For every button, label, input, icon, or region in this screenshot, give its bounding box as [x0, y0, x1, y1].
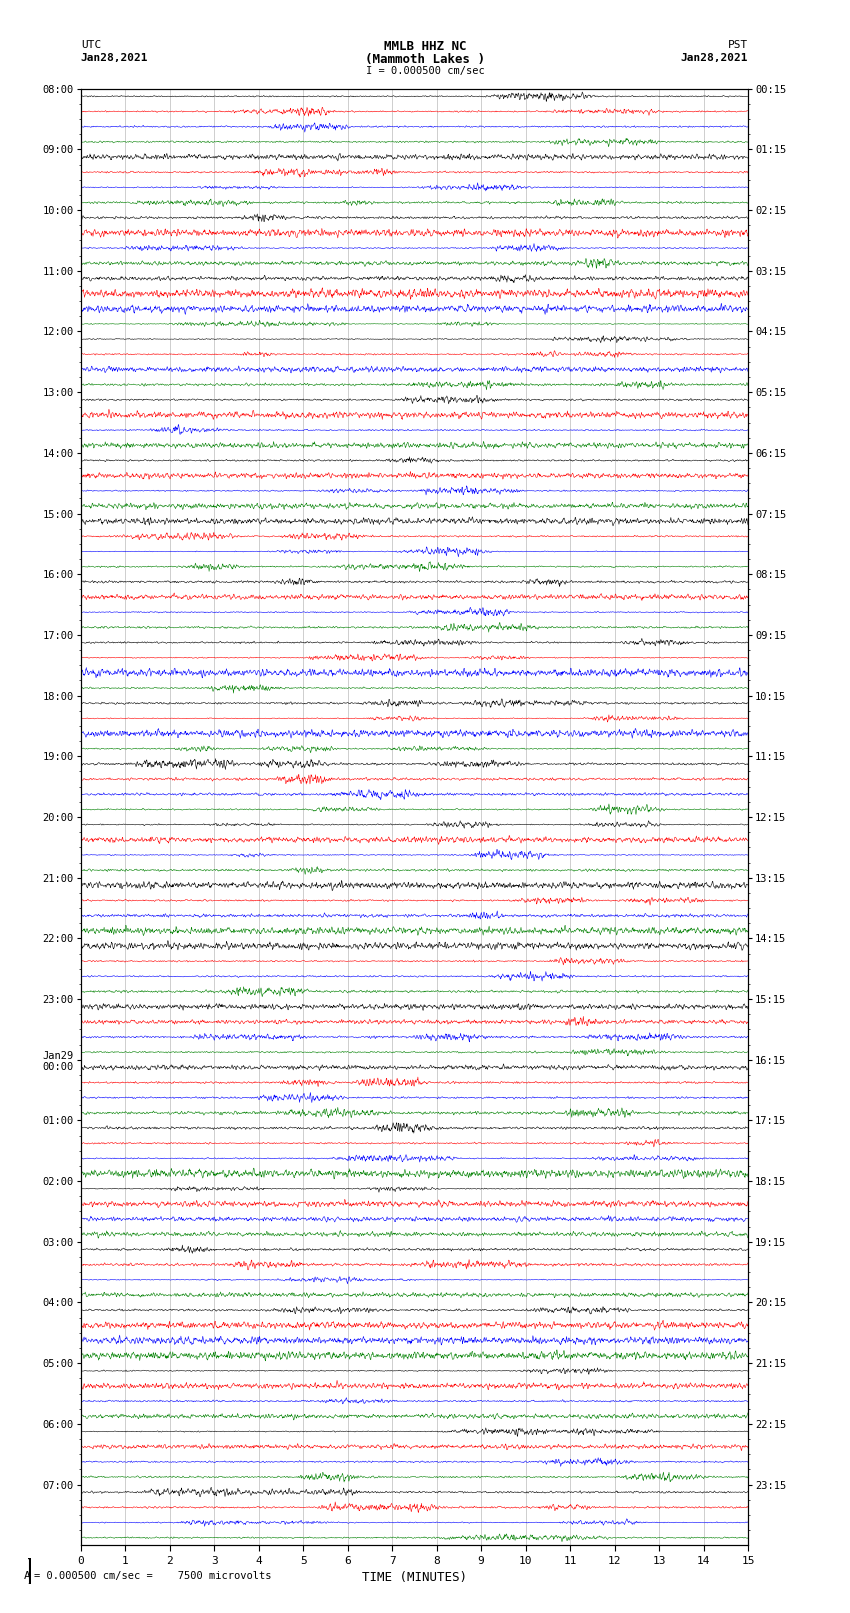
Text: A: A	[24, 1571, 31, 1581]
Text: I = 0.000500 cm/sec: I = 0.000500 cm/sec	[366, 66, 484, 76]
Text: Jan28,2021: Jan28,2021	[81, 53, 148, 63]
Text: PST: PST	[728, 40, 748, 50]
Text: MMLB HHZ NC: MMLB HHZ NC	[383, 40, 467, 53]
Text: Jan28,2021: Jan28,2021	[681, 53, 748, 63]
Text: (Mammoth Lakes ): (Mammoth Lakes )	[365, 53, 485, 66]
Text: UTC: UTC	[81, 40, 101, 50]
X-axis label: TIME (MINUTES): TIME (MINUTES)	[362, 1571, 467, 1584]
Text: = 0.000500 cm/sec =    7500 microvolts: = 0.000500 cm/sec = 7500 microvolts	[34, 1571, 271, 1581]
